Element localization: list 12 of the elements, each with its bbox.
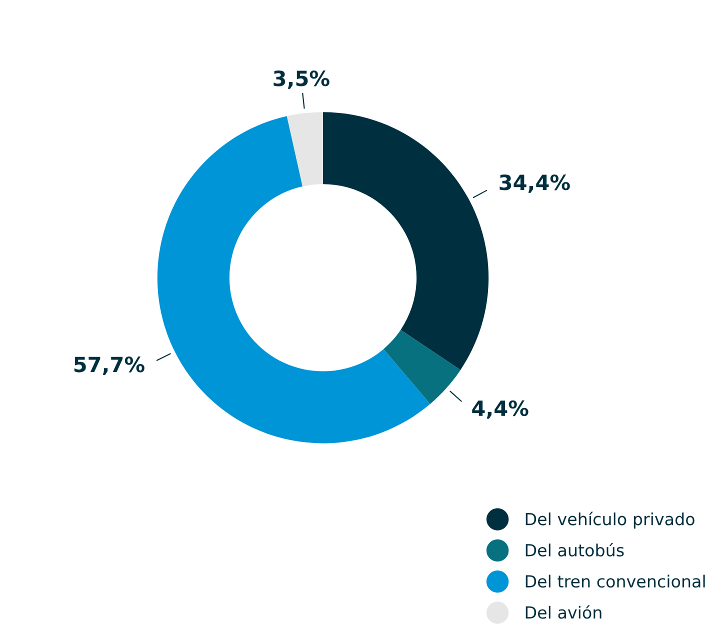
data-label: 4,4%	[472, 400, 528, 419]
donut-slice	[384, 330, 461, 404]
legend-label: Del vehículo privado	[526, 512, 694, 529]
legend-label: Del autobús	[526, 542, 624, 557]
legend-label: Del avión	[526, 605, 602, 619]
legend-label: Del tren convencional	[526, 574, 705, 588]
donut-slice	[286, 112, 323, 186]
data-label: 3,5%	[274, 70, 330, 89]
donut-slice	[157, 116, 430, 444]
data-label: 34,4%	[500, 174, 570, 193]
data-label: 57,7%	[74, 356, 144, 375]
donut-slice	[322, 112, 489, 370]
